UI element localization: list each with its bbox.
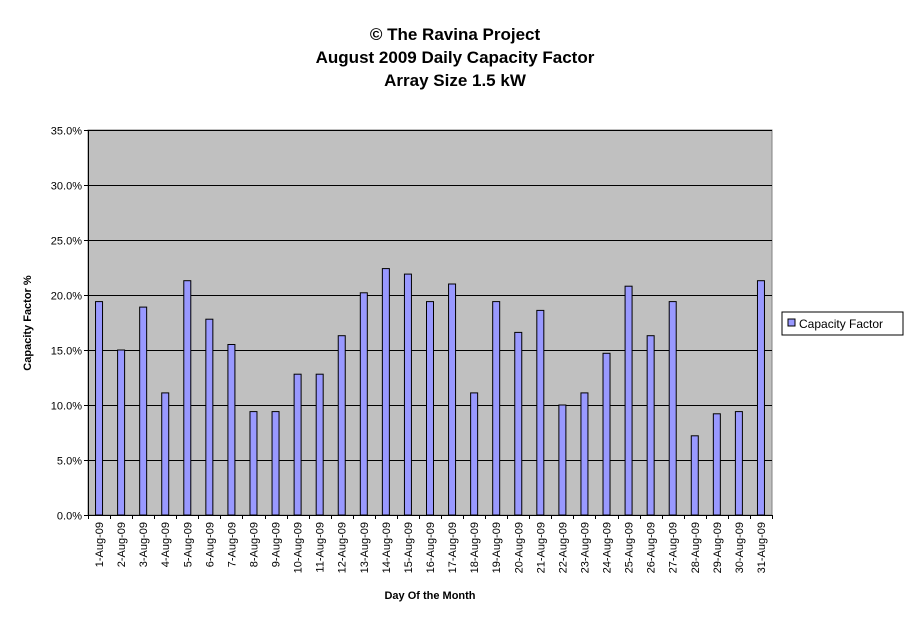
x-tick-label: 24-Aug-09 (602, 522, 614, 573)
x-tick-label: 8-Aug-09 (248, 522, 260, 567)
x-tick-label: 4-Aug-09 (160, 522, 172, 567)
bar (95, 301, 104, 516)
bar (690, 435, 699, 516)
x-tick-label: 9-Aug-09 (271, 522, 283, 567)
bar (734, 411, 743, 516)
bar (161, 392, 170, 516)
x-tick-label: 28-Aug-09 (690, 522, 702, 573)
x-tick-label: 12-Aug-09 (337, 522, 349, 573)
bar (580, 392, 589, 516)
bar (646, 335, 655, 516)
x-axis-title: Day Of the Month (384, 590, 475, 602)
x-tick-label: 31-Aug-09 (756, 522, 768, 573)
bar (492, 301, 501, 516)
bar (602, 352, 611, 516)
y-tick-label: 25.0% (51, 236, 82, 248)
bar (183, 280, 192, 516)
chart-title-line-2: August 2009 Daily Capacity Factor (316, 48, 595, 67)
bar (558, 404, 567, 516)
chart-title-line-1: © The Ravina Project (370, 25, 541, 44)
bar (381, 268, 390, 516)
bar (315, 373, 324, 516)
legend-swatch (787, 318, 796, 327)
y-axis-title: Capacity Factor % (22, 275, 34, 371)
x-tick-label: 2-Aug-09 (116, 522, 128, 567)
x-tick-label: 27-Aug-09 (668, 522, 680, 573)
y-axis-ticks: 0.0% 5.0% 10.0% 15.0% 20.0% 25.0% 30.0% 35.0% (51, 126, 88, 523)
bar (139, 306, 148, 516)
x-axis-ticks: 1-Aug-09 2-Aug-09 3-Aug-09 4-Aug-09 5-Aug-09… (88, 515, 773, 573)
x-tick-label: 6-Aug-09 (204, 522, 216, 567)
bar (470, 392, 479, 516)
x-tick-label: 15-Aug-09 (403, 522, 415, 573)
bar (536, 309, 545, 516)
x-tick-label: 3-Aug-09 (138, 522, 150, 567)
chart-title-line-3: Array Size 1.5 kW (384, 71, 527, 90)
bar (448, 283, 457, 516)
y-tick-label: 30.0% (51, 181, 82, 193)
y-tick-label: 35.0% (51, 126, 82, 138)
x-tick-label: 7-Aug-09 (226, 522, 238, 567)
axes (88, 130, 772, 516)
legend-box (781, 311, 904, 336)
x-tick-label: 21-Aug-09 (535, 522, 547, 573)
y-tick-label: 15.0% (51, 346, 82, 358)
x-tick-label: 16-Aug-09 (425, 522, 437, 573)
bar (337, 335, 346, 516)
x-tick-label: 20-Aug-09 (513, 522, 525, 573)
x-tick-label: 22-Aug-09 (557, 522, 569, 573)
x-tick-label: 23-Aug-09 (579, 522, 591, 573)
bar (227, 344, 236, 516)
legend: Capacity Factor (781, 311, 904, 336)
y-tick-label: 5.0% (57, 456, 82, 468)
bar (712, 413, 721, 516)
gridlines (88, 130, 772, 461)
x-tick-label: 17-Aug-09 (447, 522, 459, 573)
bar (403, 273, 412, 516)
y-tick-label: 20.0% (51, 291, 82, 303)
bar (293, 373, 302, 516)
bar (668, 301, 677, 516)
x-tick-label: 25-Aug-09 (624, 522, 636, 573)
bar (426, 301, 434, 516)
x-tick-label: 26-Aug-09 (646, 522, 658, 573)
x-tick-label: 10-Aug-09 (293, 522, 305, 573)
x-tick-label: 19-Aug-09 (491, 522, 503, 573)
x-tick-label: 1-Aug-09 (94, 522, 106, 567)
bar (117, 349, 126, 516)
x-tick-label: 11-Aug-09 (315, 522, 327, 573)
chart-title: © The Ravina Project August 2009 Daily C… (316, 25, 595, 90)
bar (624, 285, 633, 516)
x-tick-label: 14-Aug-09 (381, 522, 393, 573)
bar (514, 331, 523, 516)
x-tick-label: 30-Aug-09 (734, 522, 746, 573)
legend-label: Capacity Factor (799, 317, 883, 331)
bar (205, 318, 214, 516)
x-tick-label: 5-Aug-09 (182, 522, 194, 567)
bar (271, 411, 280, 516)
x-tick-label: 13-Aug-09 (359, 522, 371, 573)
y-tick-label: 10.0% (51, 401, 82, 413)
bar (359, 292, 368, 516)
bar (249, 411, 258, 516)
bar (756, 280, 765, 516)
x-tick-label: 18-Aug-09 (469, 522, 481, 573)
x-tick-label: 29-Aug-09 (712, 522, 724, 573)
y-tick-label: 0.0% (57, 511, 82, 523)
